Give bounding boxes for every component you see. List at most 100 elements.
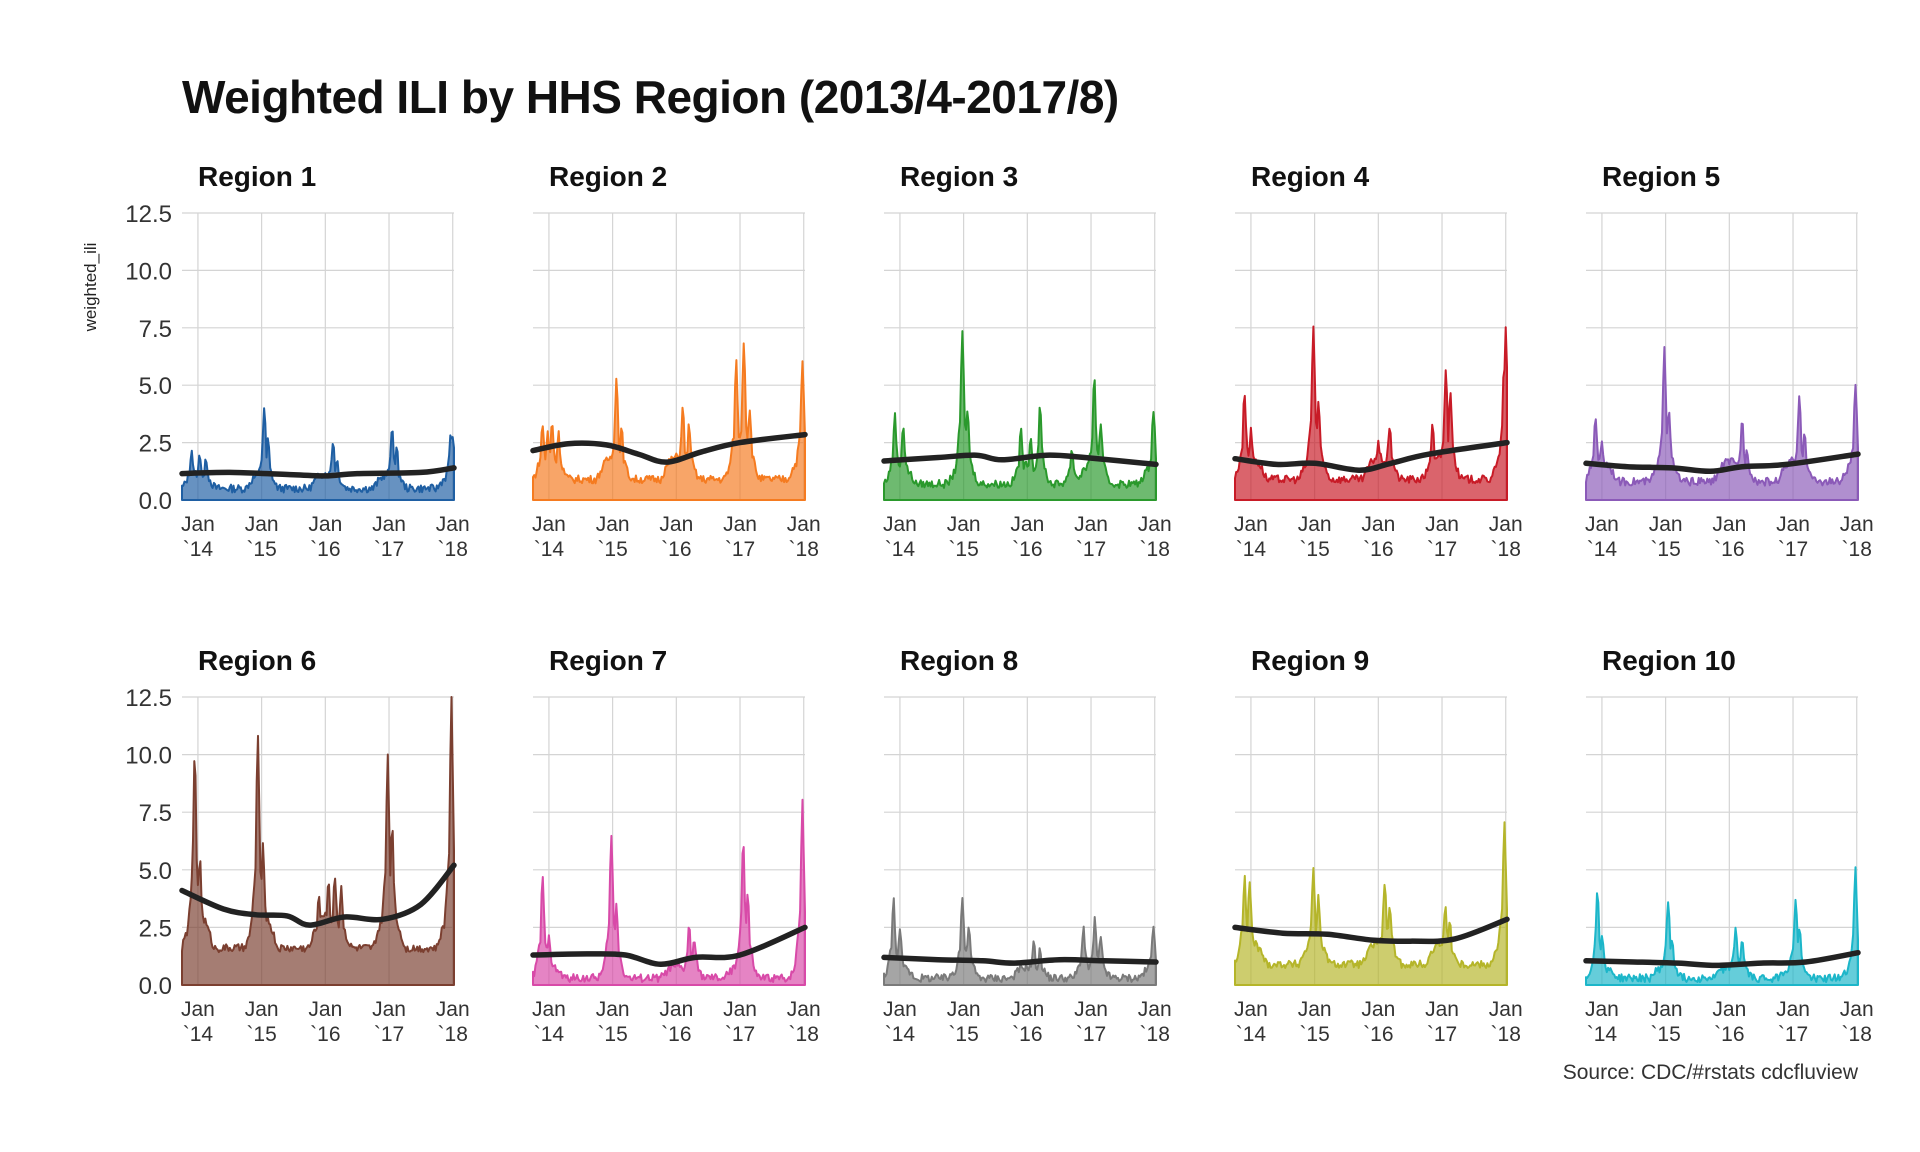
x-tick-label: `18 [789,1023,819,1046]
x-tick-label: Jan [883,513,917,536]
x-tick-label: `17 [725,538,755,561]
x-tick-label: Jan [181,513,215,536]
x-tick-label: Jan [1585,513,1619,536]
x-tick-label: `15 [1299,538,1329,561]
x-tick-label: `16 [1714,538,1744,561]
y-tick-label: 5.0 [139,858,172,885]
x-tick-label: `17 [725,1023,755,1046]
trend-line-region-1 [179,465,457,479]
x-tick-label: Jan [659,513,693,536]
x-tick-label: Jan [1585,998,1619,1021]
x-tick-label: Jan [1234,998,1268,1021]
x-tick-label: `14 [534,538,565,561]
x-tick-label: `15 [597,538,627,561]
x-tick-label: Jan [1425,998,1459,1021]
facet-title-region-7: Region 7 [549,645,667,676]
x-tick-label: Jan [596,513,630,536]
facet-title-region-9: Region 9 [1251,645,1369,676]
x-tick-label: `15 [246,1023,276,1046]
x-tick-label: `16 [1363,1023,1393,1046]
x-tick-label: Jan [1776,513,1810,536]
ili-area-region-5 [1585,346,1859,501]
x-tick-label: `14 [1587,538,1618,561]
trend-line-region-4 [1232,439,1510,473]
facet-title-region-4: Region 4 [1251,161,1370,192]
facet-panel-region-1: Region 10.02.55.07.510.012.5Jan`14Jan`15… [125,161,469,561]
x-tick-label: `14 [183,1023,214,1046]
x-tick-label: `14 [885,538,916,561]
x-tick-label: `16 [661,538,691,561]
x-tick-label: Jan [1649,513,1683,536]
x-tick-label: Jan [372,513,406,536]
x-tick-label: Jan [787,998,821,1021]
chart-title: Weighted ILI by HHS Region (2013/4-2017/… [182,71,1119,123]
x-tick-label: Jan [1425,513,1459,536]
ili-area-region-6 [181,696,455,986]
x-tick-label: Jan [1074,998,1108,1021]
x-tick-label: Jan [1074,513,1108,536]
x-tick-label: Jan [1010,513,1044,536]
facet-title-region-2: Region 2 [549,161,667,192]
x-tick-label: Jan [1234,513,1268,536]
y-tick-label: 2.5 [139,431,172,458]
x-tick-label: `18 [789,538,819,561]
x-tick-label: Jan [659,998,693,1021]
ili-area-region-2 [532,342,806,501]
x-tick-label: `15 [948,538,978,561]
trend-line-region-3 [881,452,1159,468]
x-tick-label: Jan [1138,513,1172,536]
x-tick-label: `14 [534,1023,565,1046]
x-tick-label: Jan [245,513,279,536]
trend-line-region-2 [530,431,808,465]
x-tick-label: `14 [1236,1023,1267,1046]
x-tick-label: Jan [372,998,406,1021]
x-tick-label: `14 [885,1023,916,1046]
trend-line-region-8 [881,954,1159,966]
x-tick-label: Jan [947,998,981,1021]
ili-area-region-3 [883,330,1157,501]
trend-line-region-9 [1232,916,1510,945]
x-tick-label: `18 [1842,1023,1872,1046]
x-tick-label: Jan [947,513,981,536]
x-tick-label: Jan [1361,513,1395,536]
x-tick-label: Jan [245,998,279,1021]
x-tick-label: Jan [1712,998,1746,1021]
x-tick-label: `17 [1778,1023,1808,1046]
x-tick-label: Jan [1489,513,1523,536]
ili-area-region-7 [532,798,806,986]
x-tick-label: `16 [1714,1023,1744,1046]
trend-line-region-5 [1583,451,1861,475]
x-tick-label: `16 [1012,538,1042,561]
x-tick-label: Jan [532,513,566,536]
x-tick-label: Jan [1776,998,1810,1021]
y-tick-label: 10.0 [125,743,172,770]
x-tick-label: Jan [181,998,215,1021]
y-tick-label: 12.5 [125,685,172,712]
x-tick-label: Jan [883,998,917,1021]
x-tick-label: Jan [1649,998,1683,1021]
trend-line-region-10 [1583,949,1861,969]
x-tick-label: Jan [532,998,566,1021]
facet-title-region-8: Region 8 [900,645,1018,676]
x-tick-label: Jan [1138,998,1172,1021]
x-tick-label: `15 [1299,1023,1329,1046]
x-tick-label: Jan [308,998,342,1021]
ili-area-region-8 [883,897,1157,986]
x-tick-label: `16 [1012,1023,1042,1046]
x-tick-label: `18 [438,1023,468,1046]
ili-area-region-9 [1234,821,1508,986]
x-tick-label: `17 [1076,1023,1106,1046]
x-tick-label: Jan [1298,513,1332,536]
ili-area-region-4 [1234,325,1508,501]
y-tick-label: 12.5 [125,201,172,228]
facet-title-region-3: Region 3 [900,161,1018,192]
x-tick-label: Jan [436,513,470,536]
x-tick-label: Jan [596,998,630,1021]
